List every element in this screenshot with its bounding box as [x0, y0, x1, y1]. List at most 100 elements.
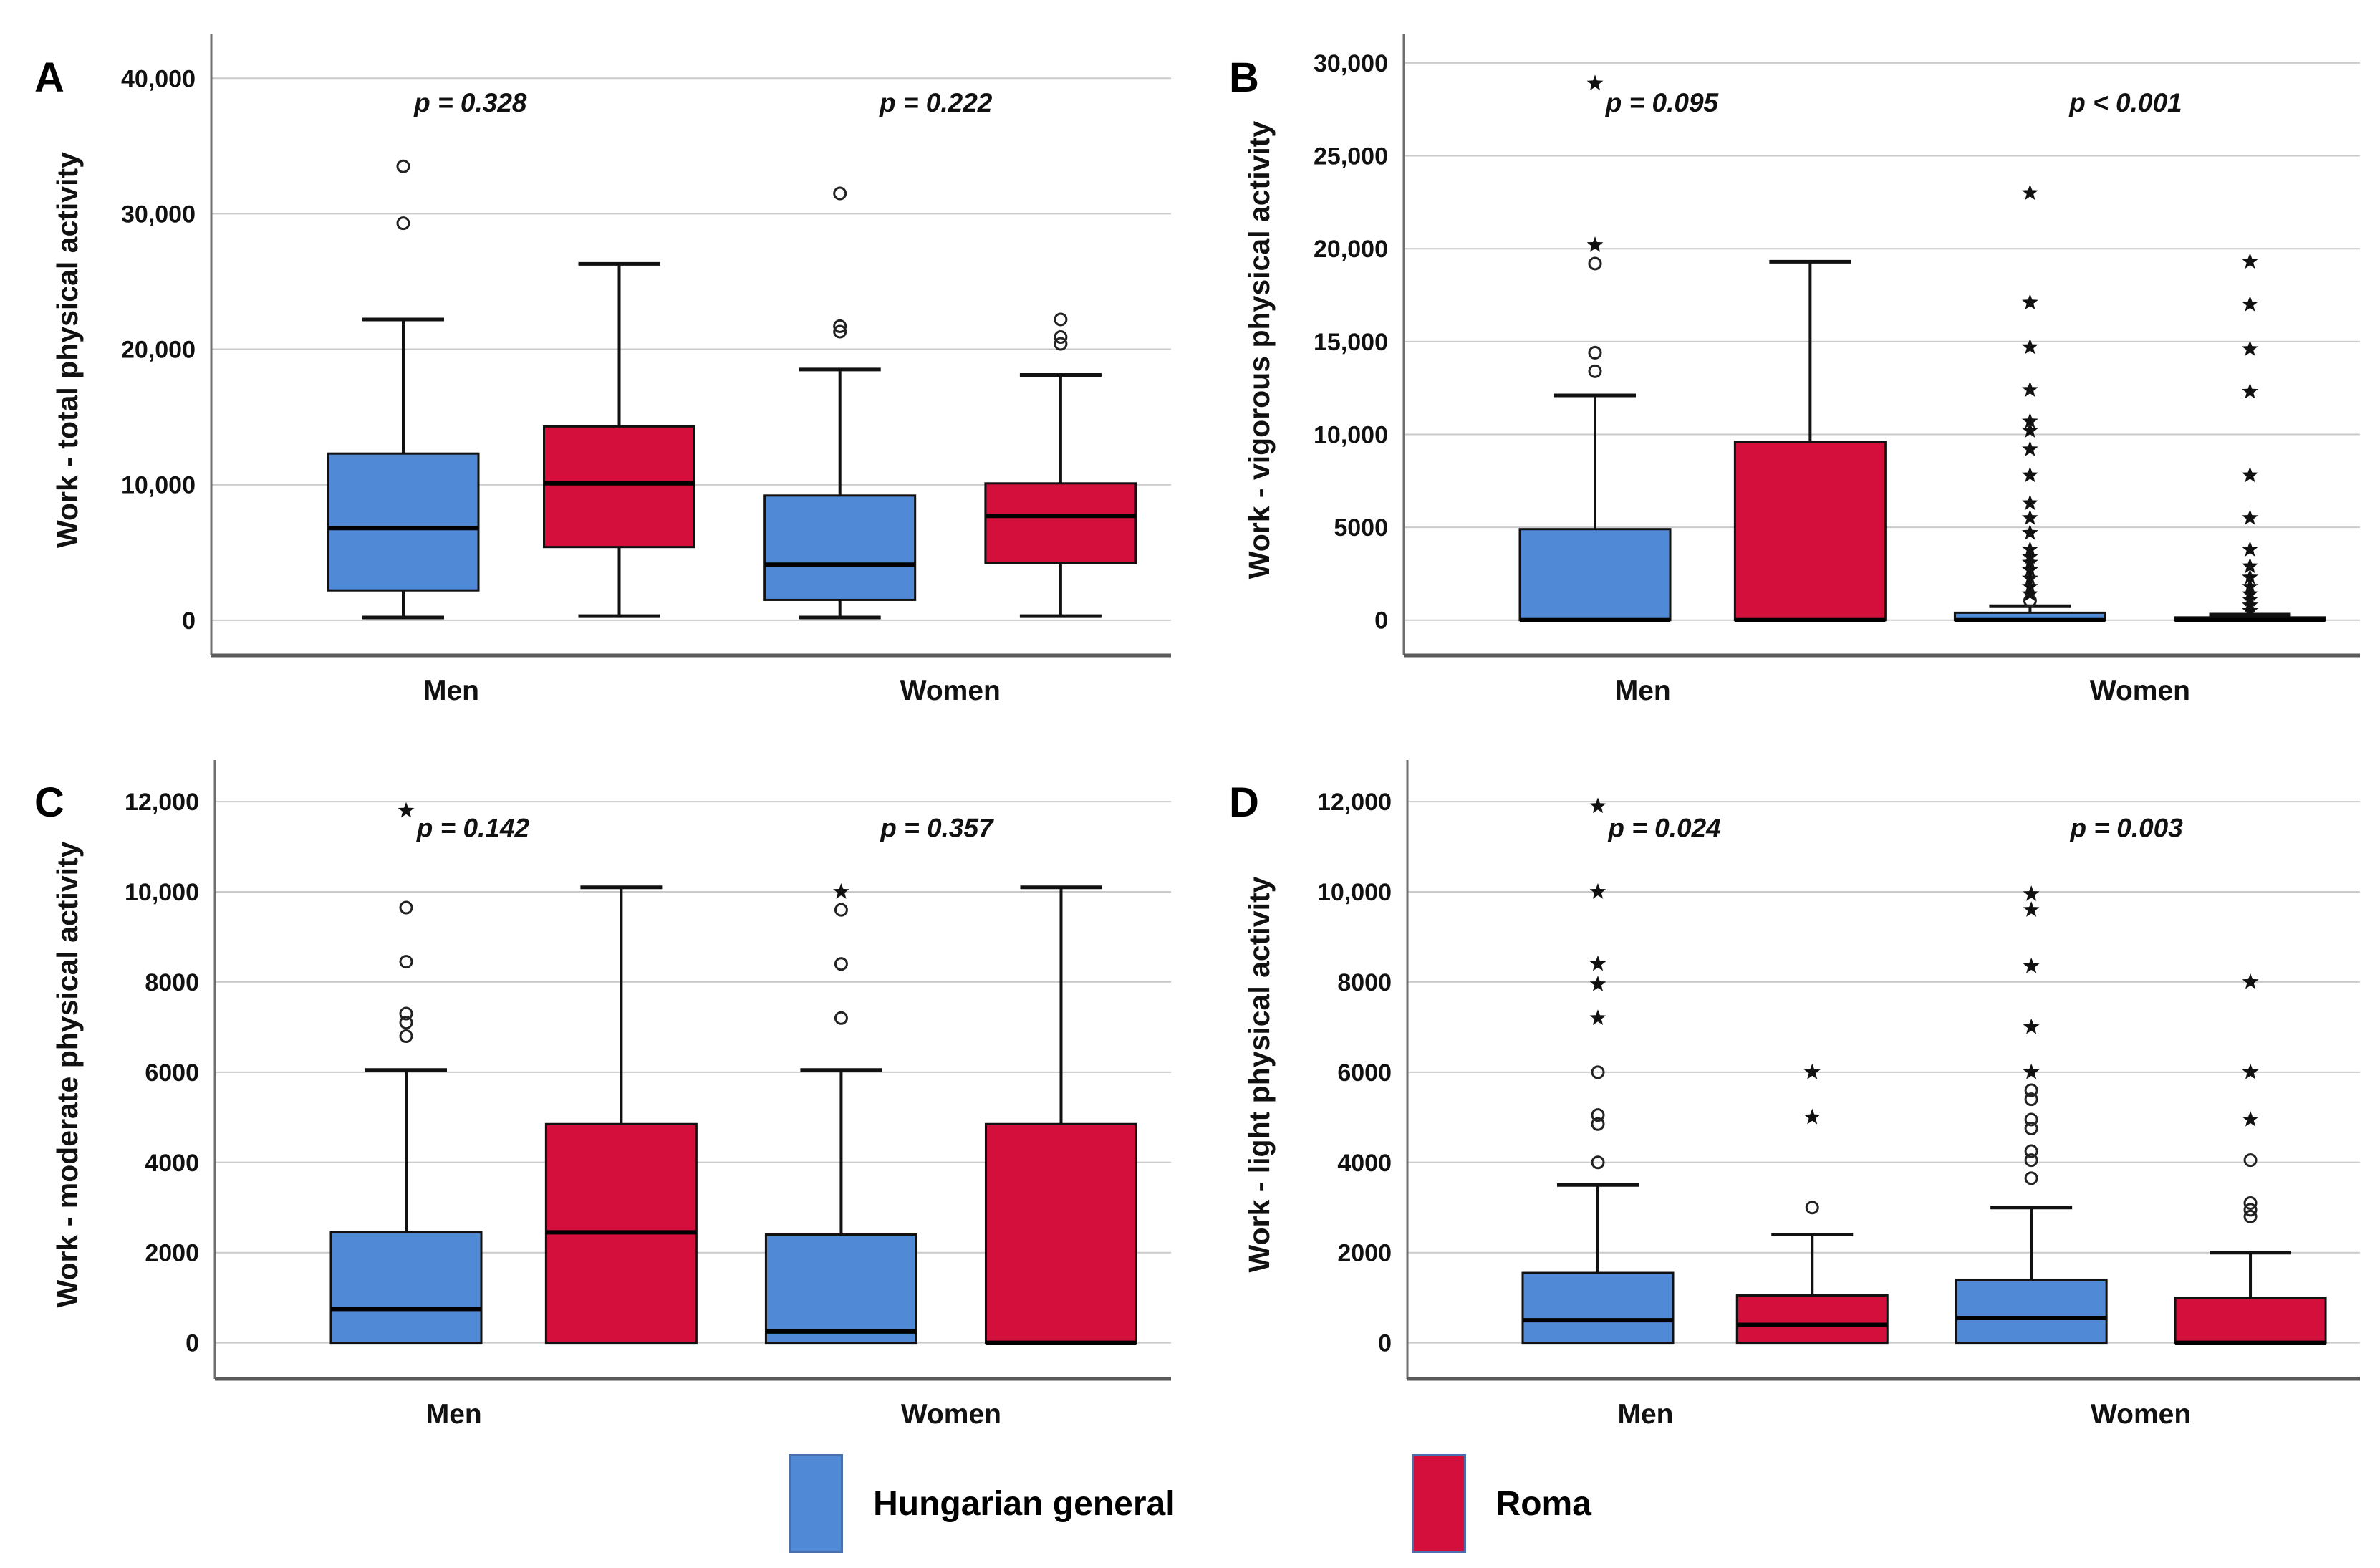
box-hungarian-general-men [327, 159, 480, 620]
y-tick-label: 0 [1374, 607, 1388, 635]
x-category-label-women: Women [901, 1399, 1001, 1430]
panel-letter: C [34, 779, 64, 826]
outlier-star-icon [2022, 338, 2038, 355]
legend-item-hungarian-general: Hungarian general [789, 1454, 1175, 1553]
outlier-circle-icon [2024, 1092, 2038, 1107]
iqr-box [543, 425, 695, 549]
legend-label-hungarian-general: Hungarian general [873, 1484, 1175, 1523]
outlier-circle-icon [2243, 1196, 2258, 1210]
p-value-men: p = 0.328 [413, 88, 527, 117]
outlier-circle-icon [396, 216, 410, 231]
outlier-star-icon [2242, 585, 2258, 602]
outlier-circle-icon [1591, 1155, 1605, 1170]
y-tick-label: 2000 [145, 1240, 199, 1267]
box-hungarian-general-women [764, 883, 917, 1345]
x-category-label-men: Men [1615, 675, 1671, 706]
outlier-circle-icon [2024, 1112, 2038, 1127]
hungarian-general-swatch-icon [789, 1454, 844, 1553]
outlier-star-icon [2023, 885, 2040, 901]
outlier-star-icon [2022, 381, 2038, 397]
outlier-circle-icon [2024, 1122, 2038, 1136]
outlier-star-icon [2022, 413, 2038, 428]
panel-B: 0 5000 10,000 15,000 20,000 25,000 30,000 p = 0… [1229, 34, 2360, 706]
legend-item-roma: Roma [1411, 1454, 1591, 1553]
outlier-star-icon [1803, 1063, 1821, 1079]
outlier-star-icon [2022, 509, 2038, 525]
panel-A: 0 10,000 20,000 30,000 40,000 p = 0.328 p = 0.… [34, 34, 1171, 706]
outlier-circle-icon [2024, 1171, 2038, 1185]
outlier-star-icon [1586, 74, 1604, 91]
y-tick-label: 6000 [145, 1059, 199, 1087]
outlier-star-icon [2242, 557, 2258, 574]
x-category-label-women: Women [2090, 675, 2190, 706]
p-value-women: p = 0.222 [879, 88, 993, 117]
outlier-star-icon [1589, 1009, 1606, 1025]
y-tick-label: 0 [186, 1330, 199, 1357]
panel-D: 0 2000 4000 6000 8000 10,000 12,000 p = 0.024 p … [1229, 760, 2360, 1430]
box-roma-men [543, 261, 695, 618]
outlier-star-icon [2022, 422, 2038, 438]
outlier-star-icon [1586, 236, 1604, 252]
p-value-men: p = 0.142 [416, 814, 530, 843]
outlier-circle-icon [834, 957, 848, 971]
x-category-label-women: Women [900, 675, 1001, 706]
y-tick-label: 8000 [145, 969, 199, 996]
box-hungarian-general-women [1953, 184, 2106, 622]
outlier-circle-icon [833, 319, 847, 333]
outlier-star-icon [2023, 901, 2040, 917]
outlier-circle-icon [396, 159, 410, 173]
y-tick-label: 10,000 [121, 472, 196, 499]
iqr-box [1521, 1271, 1675, 1345]
outlier-circle-icon [1591, 1108, 1605, 1122]
outlier-star-icon [2022, 494, 2038, 511]
outlier-circle-icon [2024, 1144, 2038, 1158]
y-axis-title: Work - moderate physical activity [51, 841, 84, 1307]
y-tick-label: 25,000 [1314, 143, 1388, 170]
panel-C: 0 2000 4000 6000 8000 10,000 12,000 p = 0.142 p … [34, 760, 1171, 1430]
outlier-circle-icon [2243, 1153, 2258, 1168]
outlier-star-icon [2242, 569, 2258, 585]
outlier-star-icon [2022, 548, 2038, 564]
outlier-star-icon [2242, 1063, 2259, 1079]
outlier-star-icon [2022, 524, 2038, 540]
outlier-star-icon [2242, 591, 2258, 607]
outlier-star-icon [2022, 441, 2038, 456]
y-tick-label: 30,000 [121, 201, 196, 228]
outlier-star-icon [2022, 585, 2038, 602]
x-category-label-men: Men [1618, 1399, 1674, 1430]
x-category-label-women: Women [2091, 1399, 2191, 1430]
outlier-star-icon [2242, 1111, 2259, 1127]
y-tick-label: 30,000 [1314, 50, 1388, 77]
outlier-star-icon [2023, 1018, 2040, 1034]
outlier-circle-icon [834, 903, 848, 917]
y-tick-label: 20,000 [121, 337, 196, 364]
iqr-box [764, 1233, 917, 1345]
y-tick-label: 4000 [1337, 1150, 1392, 1177]
outlier-star-icon [1589, 883, 1606, 899]
iqr-box [1735, 1294, 1889, 1345]
outlier-star-icon [2022, 294, 2038, 310]
y-tick-label: 10,000 [1314, 421, 1388, 448]
y-tick-label: 4000 [145, 1150, 199, 1177]
outlier-star-icon [1589, 797, 1606, 814]
outlier-circle-icon [1054, 337, 1068, 351]
y-tick-label: 2000 [1337, 1240, 1392, 1267]
outlier-star-icon [2023, 957, 2040, 973]
y-tick-label: 8000 [1337, 969, 1392, 996]
outlier-circle-icon [2243, 1203, 2258, 1217]
outlier-circle-icon [834, 1011, 848, 1025]
y-tick-label: 6000 [1337, 1059, 1392, 1087]
y-tick-label: 10,000 [125, 879, 199, 906]
outlier-star-icon [1589, 976, 1606, 991]
outlier-star-icon [2242, 509, 2258, 525]
p-value-women: p < 0.001 [2068, 88, 2182, 117]
outlier-star-icon [2022, 466, 2038, 483]
p-value-women: p = 0.357 [880, 814, 995, 843]
outlier-star-icon [2242, 296, 2258, 312]
x-category-label-men: Men [426, 1399, 482, 1430]
outlier-circle-icon [1588, 364, 1602, 378]
box-roma-women [984, 885, 1137, 1345]
box-roma-men [1735, 1063, 1889, 1345]
y-tick-label: 20,000 [1314, 236, 1388, 263]
